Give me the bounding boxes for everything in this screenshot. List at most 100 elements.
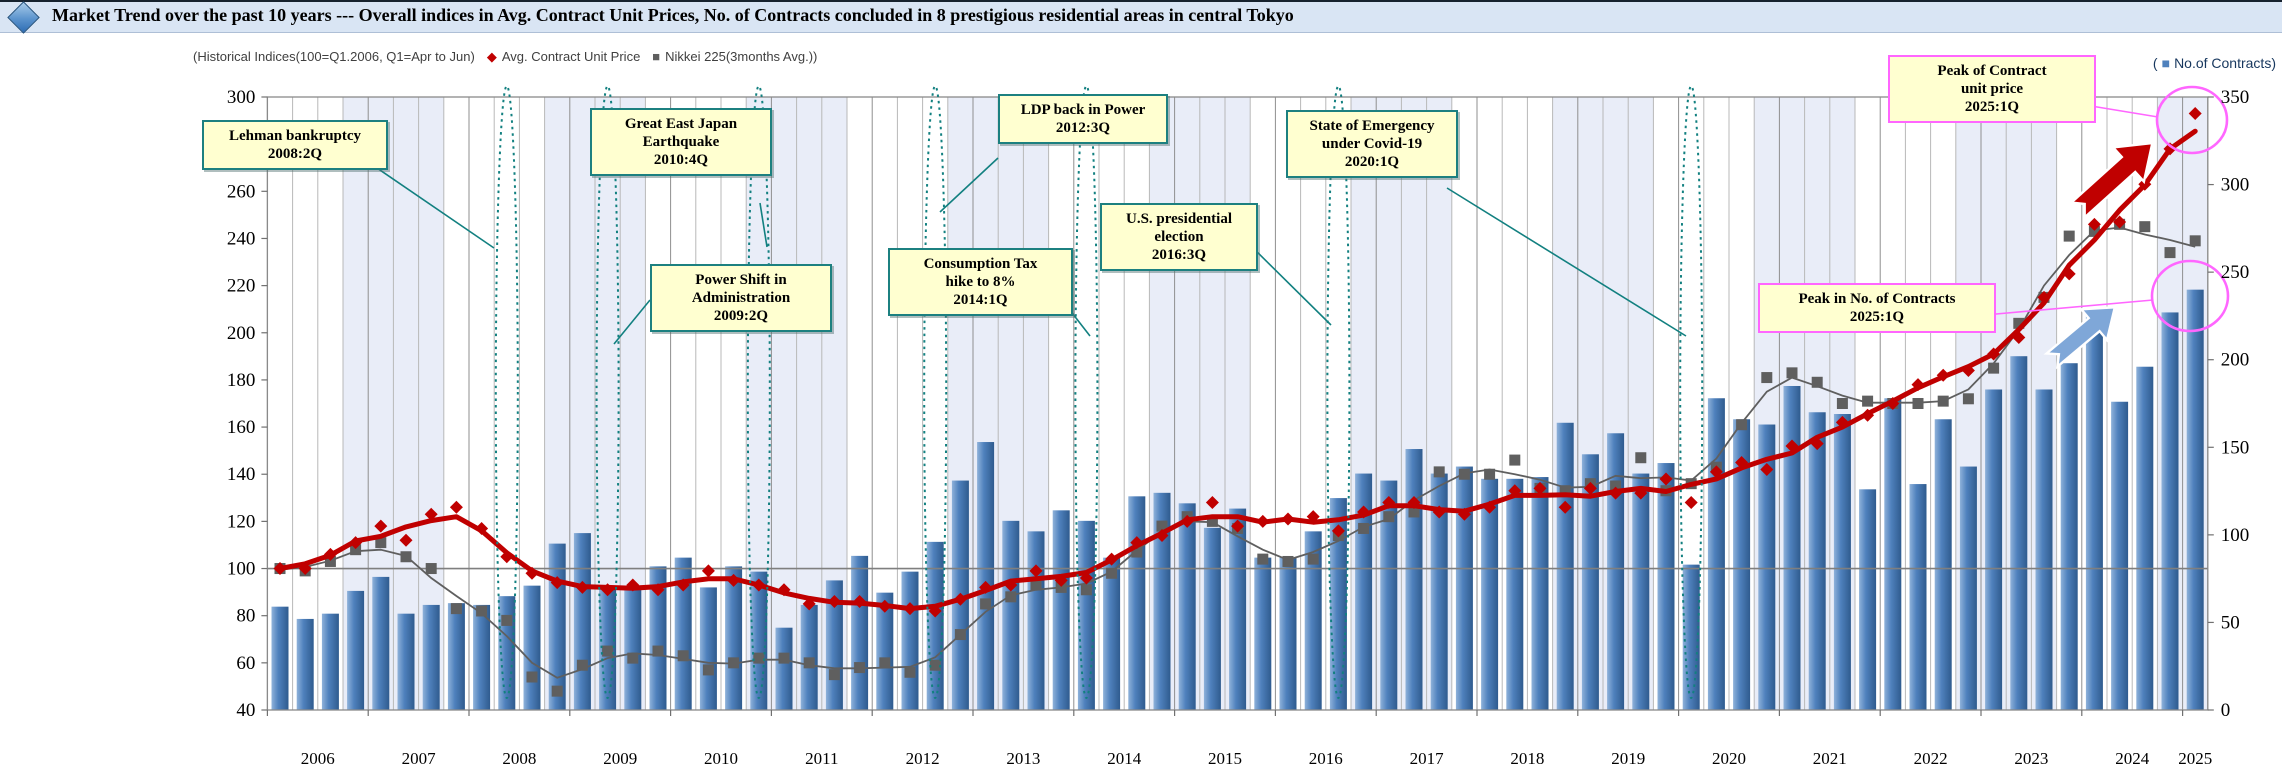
bar-no-of-contracts: [1909, 484, 1927, 710]
nikkei-marker: [929, 659, 941, 671]
unit-price-marker: [727, 573, 741, 587]
unit-price-marker: [1054, 573, 1068, 587]
leader-peak-contracts: [1984, 299, 2154, 316]
left-axis-tick: 80: [236, 606, 255, 627]
nikkei-marker: [1811, 376, 1823, 388]
unit-price-marker: [1382, 496, 1396, 510]
left-axis-tick: 200: [227, 323, 256, 344]
annotation-peak-price: Peak of Contract unit price 2025:1Q: [1888, 55, 2096, 123]
left-axis-tick: 60: [236, 653, 255, 674]
bar-no-of-contracts: [2111, 401, 2129, 710]
bar-no-of-contracts: [876, 592, 894, 710]
nikkei-marker: [1610, 480, 1622, 492]
nikkei-marker: [2164, 247, 2176, 259]
annotation-ldp-line: LDP back in Power: [1020, 102, 1146, 118]
unit-price-marker: [1457, 507, 1471, 521]
nikkei-marker: [1862, 395, 1874, 407]
bar-no-of-contracts: [775, 627, 793, 710]
unit-price-marker: [676, 578, 690, 592]
nikkei-marker: [828, 669, 840, 681]
annotation-election-line: election: [1154, 229, 1204, 245]
unit-price-marker: [1735, 455, 1749, 469]
unit-price-marker: [1987, 347, 2001, 361]
bar-no-of-contracts: [1329, 498, 1347, 710]
legend-contracts-label: No.of Contracts): [2174, 55, 2276, 71]
bar-no-of-contracts: [725, 566, 743, 710]
unit-price-marker: [777, 583, 791, 597]
annotation-peak-price-line: unit price: [1960, 81, 2024, 97]
bar-no-of-contracts: [1203, 527, 1221, 710]
unit-price-marker: [298, 562, 312, 576]
unit-price-marker: [1911, 378, 1925, 392]
nikkei-marker: [1786, 367, 1798, 379]
unit-price-marker: [1483, 500, 1497, 514]
annotation-powershift: Power Shift in Administration 2009:2Q: [650, 264, 832, 332]
x-axis-year-label: 2019: [1611, 749, 1645, 768]
event-ellipse-20163Q: [1326, 85, 1351, 699]
annotation-earthquake-line: Great East Japan: [624, 116, 738, 132]
right-axis-tick: 250: [2221, 262, 2250, 283]
legend-contracts-open: (: [2152, 55, 2158, 71]
right-axis-tick: 300: [2221, 175, 2250, 196]
nikkei-marker: [2189, 235, 2201, 247]
right-axis-tick: 200: [2221, 350, 2250, 371]
annotation-election: U.S. presidential election 2016:3Q: [1100, 203, 1258, 271]
unit-price-marker: [651, 583, 665, 597]
contracts-square-icon: ■: [2161, 55, 2171, 71]
legend-nikkei-label: Nikkei 225(3months Avg.)): [665, 49, 818, 64]
bar-no-of-contracts: [977, 442, 995, 710]
left-axis-tick: 140: [227, 464, 256, 485]
nikkei-marker: [526, 671, 538, 683]
unit-price-marker: [2012, 330, 2026, 344]
x-axis-year-label: 2011: [805, 749, 838, 768]
unit-price-marker: [1961, 363, 1975, 377]
nikkei-marker: [1937, 395, 1949, 407]
bar-no-of-contracts: [1783, 385, 1801, 710]
unit-price-marker: [1533, 481, 1547, 495]
nikkei-marker: [350, 544, 362, 556]
legend-contracts: (■ No.of Contracts): [2153, 55, 2276, 71]
nikkei-marker: [1383, 511, 1395, 523]
nikkei-marker: [1106, 567, 1118, 579]
unit-price-marker: [1079, 571, 1093, 585]
unit-price-marker: [1231, 519, 1245, 533]
annotation-peak-contracts: Peak in No. of Contracts 2025:1Q: [1758, 283, 1996, 333]
bar-no-of-contracts: [1254, 557, 1272, 710]
nikkei-marker: [778, 652, 790, 664]
x-axis-year-label: 2007: [402, 749, 437, 768]
x-axis-year-label: 2025: [2178, 749, 2212, 768]
left-axis-tick: 100: [227, 559, 256, 580]
bar-no-of-contracts: [1103, 557, 1121, 710]
bar-no-of-contracts: [1128, 496, 1146, 710]
unit-price-marker: [903, 602, 917, 616]
bar-no-of-contracts: [2161, 312, 2179, 710]
bar-no-of-contracts: [1077, 520, 1095, 710]
nikkei-marker: [1005, 591, 1017, 603]
event-ellipse-20104Q: [746, 85, 771, 699]
plot-frame: [266, 96, 2209, 711]
nikkei-marker: [2063, 230, 2075, 242]
annotation-tax-line: hike to 8%: [945, 274, 1016, 290]
nikkei-marker: [954, 629, 966, 641]
bar-no-of-contracts: [397, 613, 415, 710]
unit-price-marker: [1785, 439, 1799, 453]
unit-price-marker: [2188, 107, 2202, 121]
left-axis-tick: 300: [227, 87, 256, 108]
page-title: Market Trend over the past 10 years --- …: [52, 5, 1294, 25]
nikkei-marker: [1030, 579, 1042, 591]
unit-price-marker: [1155, 529, 1169, 543]
annotation-peak-price-line: Peak of Contract: [1937, 63, 2047, 79]
unit-price-marker: [575, 580, 589, 594]
x-axis-year-label: 2020: [1712, 749, 1746, 768]
annotation-earthquake-line: Earthquake: [642, 134, 720, 150]
bar-no-of-contracts: [699, 587, 717, 710]
annotation-powershift-line: 2009:2Q: [713, 308, 769, 324]
nikkei-marker: [1408, 506, 1420, 518]
nikkei-marker: [1080, 584, 1092, 596]
unit-price-marker: [1105, 552, 1119, 566]
unit-price-marker: [1709, 465, 1723, 479]
unit-price-marker: [1130, 536, 1144, 550]
unit-price-marker: [550, 576, 564, 590]
nikkei-marker: [980, 598, 992, 610]
legend-left: (Historical Indices(100=Q1.2006, Q1=Apr …: [193, 49, 817, 65]
